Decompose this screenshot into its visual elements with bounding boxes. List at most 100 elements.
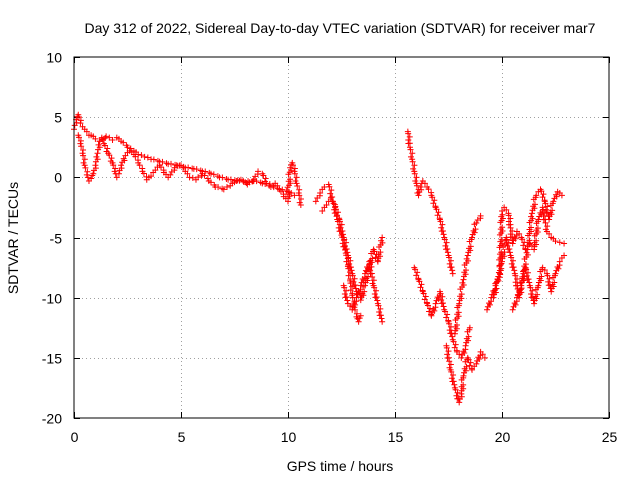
x-tick-label: 5 <box>178 429 186 445</box>
data-point <box>100 140 107 147</box>
trace-marker <box>504 242 511 249</box>
data-point <box>499 208 505 215</box>
data-point <box>432 204 439 211</box>
trace-marker <box>451 344 458 351</box>
data-point <box>464 252 471 259</box>
trace-marker <box>528 290 535 297</box>
trace-marker <box>444 249 451 256</box>
trace-marker <box>144 154 151 161</box>
trace-marker <box>543 206 550 213</box>
data-point <box>227 182 234 189</box>
data-point <box>122 152 129 159</box>
data-series-sat-trace-11 <box>452 215 484 334</box>
trace-marker <box>446 327 453 334</box>
trace-marker <box>82 164 89 171</box>
trace-marker <box>81 156 88 163</box>
data-point <box>332 204 339 211</box>
data-point <box>109 159 116 166</box>
data-point <box>533 192 540 199</box>
trace-marker <box>294 182 301 189</box>
data-point <box>535 282 542 289</box>
data-point <box>77 120 84 127</box>
trace-marker <box>431 197 438 204</box>
trace-marker <box>452 341 459 348</box>
data-point <box>357 282 364 289</box>
data-point <box>207 170 214 177</box>
data-point <box>484 306 491 313</box>
trace-marker <box>413 174 420 181</box>
data-point <box>473 360 480 367</box>
data-point <box>550 198 557 205</box>
trace-marker <box>449 333 456 340</box>
trace-marker <box>513 282 520 289</box>
data-point <box>160 169 167 176</box>
data-point <box>263 180 270 187</box>
trace-marker <box>439 293 446 300</box>
data-point <box>554 188 561 195</box>
trace-marker <box>406 133 413 140</box>
data-point <box>458 354 465 361</box>
data-point <box>347 277 354 284</box>
data-point <box>370 282 377 289</box>
trace-marker <box>369 274 376 281</box>
trace-marker <box>138 152 145 159</box>
data-point <box>135 159 142 166</box>
trace-marker <box>520 242 527 249</box>
data-point <box>507 252 514 259</box>
trace-marker <box>108 155 115 162</box>
trace-marker <box>447 361 454 368</box>
data-point <box>477 212 484 219</box>
data-point <box>287 164 294 171</box>
data-point <box>501 204 508 211</box>
data-series-sat-trace-9 <box>412 266 473 358</box>
data-point <box>374 300 381 307</box>
data-point <box>548 234 555 241</box>
data-point <box>462 342 469 349</box>
trace-marker <box>438 300 445 307</box>
data-point <box>319 208 326 215</box>
data-point <box>94 150 101 157</box>
data-point <box>552 238 559 245</box>
trace-marker <box>417 284 424 291</box>
trace-marker <box>528 224 535 231</box>
data-point <box>477 348 484 355</box>
trace-marker <box>447 257 454 264</box>
data-point <box>178 162 184 169</box>
data-point <box>105 150 112 157</box>
data-point <box>417 183 424 190</box>
data-point <box>349 292 356 299</box>
chart-title: Day 312 of 2022, Sidereal Day-to-day VTE… <box>85 20 596 36</box>
trace-marker <box>443 246 450 253</box>
data-point <box>88 132 95 139</box>
plot-frame <box>73 56 610 419</box>
data-point <box>406 144 413 151</box>
data-point <box>297 202 304 209</box>
trace-marker <box>368 263 375 270</box>
trace-marker <box>439 221 446 228</box>
trace-marker <box>344 297 351 304</box>
trace-marker <box>286 189 293 196</box>
data-point <box>103 133 110 140</box>
trace-marker <box>377 305 384 312</box>
trace-marker <box>378 315 385 322</box>
data-point <box>98 134 105 141</box>
data-point <box>336 216 343 223</box>
trace-marker <box>459 279 466 286</box>
trace-marker <box>499 224 506 231</box>
trace-marker <box>435 209 442 216</box>
data-point <box>541 198 548 205</box>
data-point <box>126 147 133 154</box>
data-series-sat-trace-13 <box>491 188 563 299</box>
data-point <box>291 168 298 175</box>
trace-marker <box>523 272 530 279</box>
trace-marker <box>445 348 452 355</box>
data-point <box>543 270 550 277</box>
data-point <box>404 128 411 135</box>
data-point <box>167 171 174 178</box>
trace-marker <box>505 239 512 246</box>
trace-marker <box>455 309 462 316</box>
trace-marker <box>438 296 445 303</box>
data-point <box>143 176 150 183</box>
trace-marker <box>189 174 196 181</box>
trace-marker <box>466 362 473 369</box>
